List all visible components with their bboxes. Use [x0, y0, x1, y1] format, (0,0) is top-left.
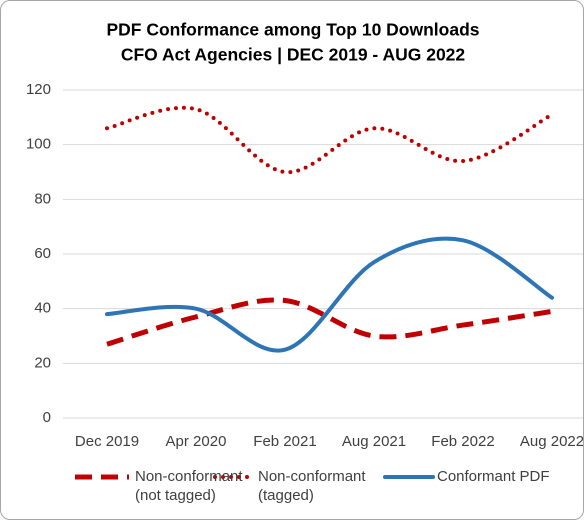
x-tick-label: Feb 2022 — [431, 433, 494, 450]
series-line — [105, 105, 554, 175]
y-tick-label: 120 — [26, 81, 51, 98]
y-tick-label: 60 — [34, 245, 51, 262]
chart-subtitle: CFO Act Agencies | DEC 2019 - AUG 2022 — [121, 45, 466, 65]
y-tick-label: 20 — [34, 354, 51, 371]
series-line — [106, 297, 553, 347]
x-tick-label: Dec 2019 — [75, 433, 139, 450]
y-tick-label: 80 — [34, 190, 51, 207]
legend-label: Non-conformant (tagged) — [258, 468, 366, 504]
chart-title: PDF Conformance among Top 10 Downloads — [106, 20, 479, 40]
x-tick-label: Feb 2021 — [253, 433, 316, 450]
x-tick-label: Apr 2020 — [166, 433, 227, 450]
x-tick-label: Aug 2022 — [520, 433, 583, 450]
series-line — [105, 236, 554, 353]
x-tick-label: Aug 2021 — [342, 433, 406, 450]
legend-label: Non-conformant (not tagged) — [135, 468, 243, 504]
y-tick-label: 100 — [26, 136, 51, 153]
y-tick-label: 0 — [43, 409, 51, 426]
y-tick-label: 40 — [34, 300, 51, 317]
legend-label: Conformant PDF — [437, 468, 550, 485]
